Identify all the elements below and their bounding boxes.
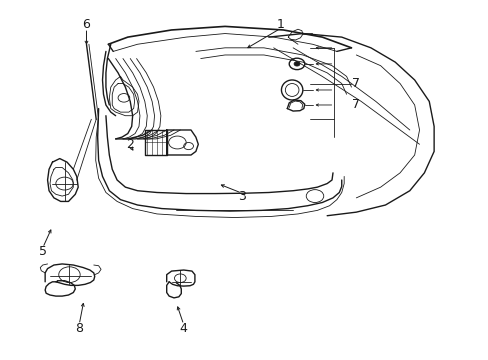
Text: 2: 2 bbox=[126, 138, 134, 151]
Circle shape bbox=[293, 62, 299, 66]
Text: 4: 4 bbox=[180, 322, 187, 335]
Text: 7: 7 bbox=[352, 99, 360, 112]
Text: 6: 6 bbox=[82, 18, 90, 31]
Text: 8: 8 bbox=[75, 322, 83, 335]
Text: 5: 5 bbox=[39, 245, 47, 258]
Text: 7: 7 bbox=[352, 77, 360, 90]
Text: 3: 3 bbox=[238, 190, 245, 203]
Text: 1: 1 bbox=[277, 18, 285, 31]
